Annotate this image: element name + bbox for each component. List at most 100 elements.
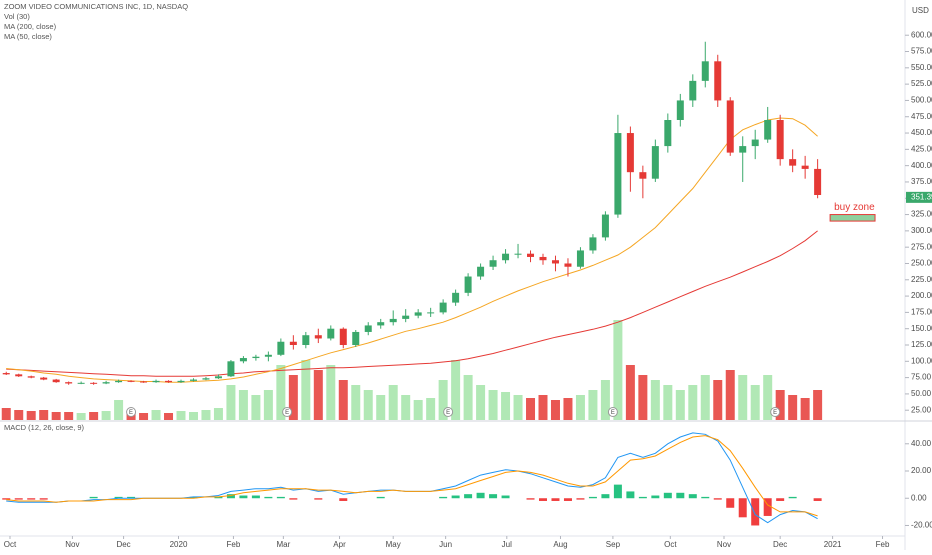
- y-tick-label: 250.00: [911, 259, 932, 268]
- histogram-bar: [776, 498, 785, 501]
- y-tick-label: 450.00: [911, 128, 932, 137]
- histogram-bar: [251, 495, 260, 499]
- candle-body: [77, 382, 85, 384]
- candle-body: [726, 100, 734, 153]
- histogram-bar: [339, 498, 348, 501]
- earnings-marker: [607, 407, 618, 417]
- volume-bar: [650, 380, 660, 420]
- histogram-bar: [89, 496, 98, 499]
- candle-body: [40, 377, 48, 380]
- volume-bar: [513, 395, 523, 420]
- histogram-bar: [638, 496, 647, 499]
- earnings-label: E: [773, 410, 777, 416]
- volume-bar: [675, 390, 685, 420]
- histogram-bar: [663, 492, 672, 499]
- candle-body: [601, 214, 609, 238]
- y-tick-label: 40.00: [911, 439, 932, 448]
- y-tick-label: 325.00: [911, 210, 932, 219]
- legend-volume: Vol (30): [4, 12, 30, 21]
- candle-body: [377, 322, 385, 326]
- candle-body: [514, 253, 522, 255]
- histogram-bar: [239, 495, 248, 499]
- volume-bar: [376, 395, 386, 420]
- candle-body: [277, 341, 285, 355]
- last-price-box: [906, 191, 932, 203]
- y-tick-label: 525.00: [911, 79, 932, 88]
- histogram-bar: [688, 494, 697, 499]
- volume-bar: [401, 395, 411, 420]
- macd-title: MACD (12, 26, close, 9): [4, 423, 85, 432]
- x-tick-label: Feb: [876, 540, 890, 549]
- histogram-bar: [813, 498, 822, 501]
- y-tick-label: 200.00: [911, 291, 932, 300]
- candle-body: [90, 382, 98, 384]
- histogram-bar: [751, 498, 760, 526]
- candle-body: [714, 61, 722, 101]
- volume-bar: [1, 408, 11, 420]
- volume-bar: [114, 400, 124, 420]
- volume-bar: [738, 375, 748, 420]
- volume-bar: [413, 400, 423, 420]
- volume-bar: [476, 385, 486, 420]
- earnings-label: E: [129, 410, 133, 416]
- candle-body: [614, 133, 622, 215]
- x-tick-label: 2021: [824, 540, 842, 549]
- candle-body: [564, 263, 572, 267]
- candle-body: [626, 133, 634, 173]
- candle-body: [352, 331, 360, 345]
- volume-bar: [588, 390, 598, 420]
- candle-body: [789, 159, 797, 166]
- volume-bar: [313, 370, 323, 420]
- volume-bar: [775, 390, 785, 420]
- y-tick-label: 20.00: [911, 466, 932, 475]
- histogram-bar: [27, 498, 36, 500]
- volume-bar: [139, 413, 149, 420]
- volume-bar: [426, 398, 436, 420]
- volume-bar: [226, 385, 236, 420]
- x-tick-label: Nov: [717, 540, 731, 549]
- volume-bar: [238, 390, 248, 420]
- candle-body: [327, 328, 335, 339]
- volume-bar: [14, 410, 24, 420]
- x-tick-label: Mar: [276, 540, 290, 549]
- candle-body: [239, 358, 247, 362]
- volume-bar: [39, 410, 49, 420]
- candle-body: [764, 120, 772, 140]
- x-tick-label: May: [386, 540, 401, 549]
- histogram-bar: [451, 495, 460, 499]
- histogram-bar: [289, 498, 298, 500]
- volume-bar: [351, 385, 361, 420]
- histogram-bar: [763, 498, 772, 516]
- histogram-bar: [39, 498, 48, 500]
- candle-body: [302, 335, 310, 345]
- volume-bar: [164, 413, 174, 420]
- buy-zone: [829, 214, 876, 222]
- x-tick-label: Feb: [227, 540, 241, 549]
- volume-bar: [263, 390, 273, 420]
- volume-bar: [725, 370, 735, 420]
- candle-body: [27, 376, 35, 378]
- candle-body: [102, 382, 110, 384]
- histogram-bar: [489, 494, 498, 499]
- y-tick-label: 425.00: [911, 144, 932, 153]
- histogram-bar: [276, 496, 285, 499]
- y-tick-label: 75.00: [911, 373, 932, 382]
- y-tick-label: -20.00: [911, 521, 932, 530]
- histogram-bar: [526, 498, 535, 500]
- candle-body: [689, 80, 697, 101]
- candle-body: [140, 381, 148, 383]
- y-tick-label: 175.00: [911, 308, 932, 317]
- x-tick-label: 2020: [170, 540, 188, 549]
- candle-body: [539, 256, 547, 261]
- volume-bar: [276, 365, 286, 420]
- candle-body: [402, 315, 410, 319]
- volume-bar: [26, 411, 36, 420]
- y-tick-label: 0.00: [911, 493, 927, 502]
- histogram-bar: [501, 495, 510, 499]
- candle-body: [639, 172, 647, 179]
- histogram-bar: [464, 494, 473, 499]
- histogram-bar: [701, 496, 710, 499]
- histogram-bar: [551, 498, 560, 501]
- histogram-bar: [788, 496, 797, 499]
- volume-bar: [488, 390, 498, 420]
